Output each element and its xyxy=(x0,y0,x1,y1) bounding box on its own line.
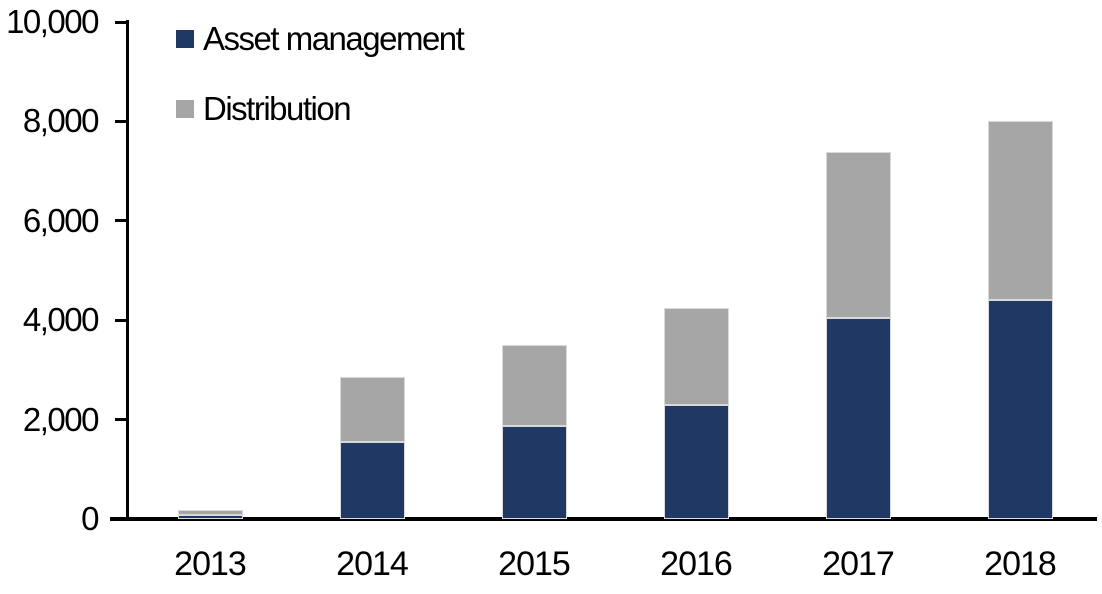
x-axis-label-2015: 2015 xyxy=(498,545,571,583)
x-axis-label-2016: 2016 xyxy=(660,545,733,583)
legend-label-distribution: Distribution xyxy=(203,90,352,127)
y-axis-line xyxy=(126,20,129,520)
legend-item-asset-management: Asset management xyxy=(176,20,465,58)
chart-legend: Asset management Distribution xyxy=(176,20,465,160)
y-tick-label-8000: 8,000 xyxy=(22,102,100,140)
x-axis-line xyxy=(110,517,1097,521)
bar-segment-asset-management-2017 xyxy=(825,318,891,519)
bar-segment-distribution-2018 xyxy=(987,121,1053,300)
y-tick-0 xyxy=(115,517,127,521)
x-axis-label-2013: 2013 xyxy=(174,545,247,583)
bar-segment-asset-management-2014 xyxy=(339,442,405,519)
bar-segment-distribution-2016 xyxy=(663,308,729,406)
plot-area xyxy=(129,22,1101,519)
y-tick-label-10000: 10,000 xyxy=(6,3,99,40)
y-tick-4000 xyxy=(115,318,127,322)
bar-segment-distribution-2014 xyxy=(339,376,405,443)
y-tick-2000 xyxy=(115,418,127,422)
bar-segment-distribution-2017 xyxy=(825,151,891,319)
legend-swatch-asset-management xyxy=(176,30,194,48)
legend-label-asset-management: Asset management xyxy=(203,20,465,57)
y-tick-label-6000: 6,000 xyxy=(22,201,100,239)
x-axis-label-2018: 2018 xyxy=(984,545,1057,583)
y-tick-label-4000: 4,000 xyxy=(22,301,100,339)
legend-item-distribution: Distribution xyxy=(176,90,463,128)
bar-segment-distribution-2013 xyxy=(177,509,243,516)
x-axis-label-2017: 2017 xyxy=(822,545,895,583)
y-tick-10000 xyxy=(115,20,127,24)
bar-segment-asset-management-2018 xyxy=(987,299,1053,519)
y-tick-label-0: 0 xyxy=(81,500,99,537)
legend-swatch-distribution xyxy=(176,100,194,118)
bar-segment-asset-management-2015 xyxy=(501,425,567,519)
y-tick-8000 xyxy=(115,119,127,123)
bar-segment-distribution-2015 xyxy=(501,345,567,426)
y-tick-label-2000: 2,000 xyxy=(22,400,100,438)
bar-segment-asset-management-2016 xyxy=(663,405,729,519)
bar-segment-asset-management-2013 xyxy=(177,515,243,519)
y-tick-6000 xyxy=(115,219,127,223)
x-axis-label-2014: 2014 xyxy=(336,545,409,583)
